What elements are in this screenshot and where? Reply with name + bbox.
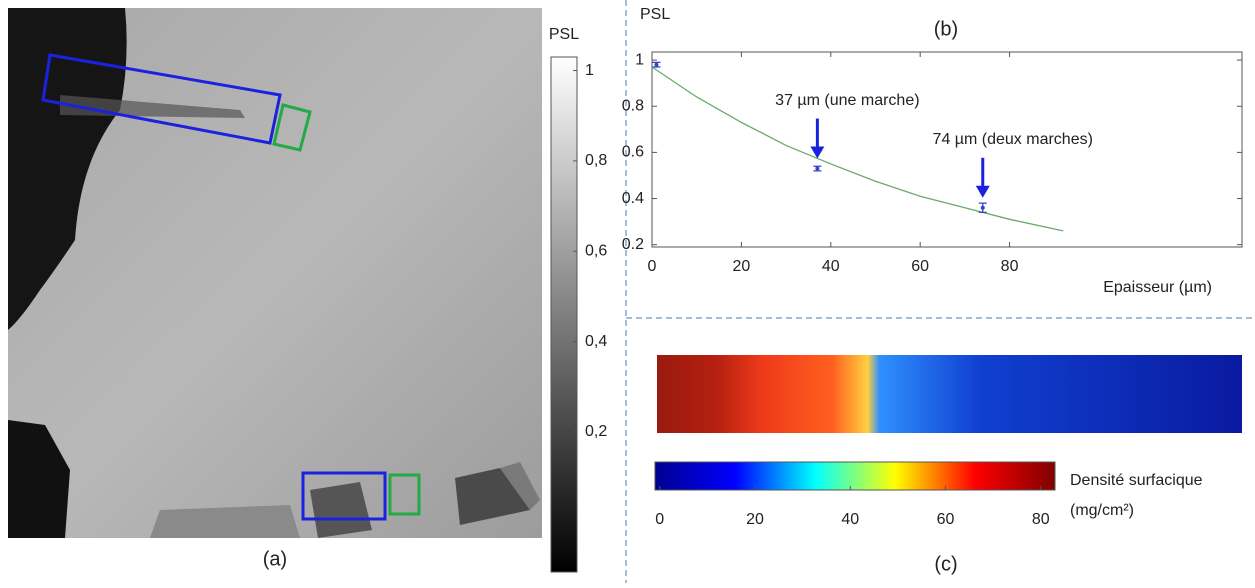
tick-label: 0 bbox=[655, 511, 664, 528]
panel-label: (c) bbox=[934, 553, 957, 575]
colorbar bbox=[550, 56, 578, 573]
x-tick-label: 60 bbox=[911, 258, 929, 275]
plot-frame bbox=[651, 51, 1243, 248]
data-point bbox=[980, 205, 985, 210]
tick-label: 80 bbox=[1032, 511, 1050, 528]
tick-label: 0,6 bbox=[585, 242, 607, 259]
density-map bbox=[657, 355, 1242, 433]
y-tick-label: 0.4 bbox=[622, 190, 644, 207]
tick-label: 0,4 bbox=[585, 333, 607, 350]
x-tick-label: 20 bbox=[732, 258, 750, 275]
x-tick-label: 40 bbox=[822, 258, 840, 275]
tick-label: 1 bbox=[585, 62, 594, 79]
y-axis-label: PSL bbox=[640, 6, 670, 23]
y-tick-label: 0.8 bbox=[622, 97, 644, 114]
y-tick-label: 0.6 bbox=[622, 144, 644, 161]
arrow-head bbox=[975, 185, 990, 198]
annotation: 74 µm (deux marches) bbox=[933, 131, 1093, 148]
colorbar-label: (mg/cm²) bbox=[1070, 502, 1134, 519]
radiograph bbox=[8, 8, 542, 538]
y-tick-label: 0.2 bbox=[622, 236, 644, 253]
arrow-head bbox=[810, 146, 825, 159]
x-axis-label: Epaisseur (µm) bbox=[1103, 279, 1212, 296]
panel-label: (b) bbox=[934, 18, 958, 40]
colorbar-label: PSL bbox=[549, 26, 579, 43]
annotation: 37 µm (une marche) bbox=[775, 92, 919, 109]
tick-label: 60 bbox=[937, 511, 955, 528]
tick-label: 40 bbox=[841, 511, 859, 528]
tick-label: 0,8 bbox=[585, 152, 607, 169]
colorbar bbox=[654, 461, 1056, 491]
panel-label: (a) bbox=[263, 548, 287, 570]
colorbar-label: Densité surfacique bbox=[1070, 472, 1203, 489]
data-point bbox=[654, 62, 659, 67]
x-tick-label: 0 bbox=[648, 258, 657, 275]
x-tick-label: 80 bbox=[1001, 258, 1019, 275]
y-tick-label: 1 bbox=[635, 51, 644, 68]
data-point bbox=[815, 166, 820, 171]
tick-label: 0,2 bbox=[585, 423, 607, 440]
tick-label: 20 bbox=[746, 511, 764, 528]
fit-curve bbox=[651, 66, 1064, 232]
